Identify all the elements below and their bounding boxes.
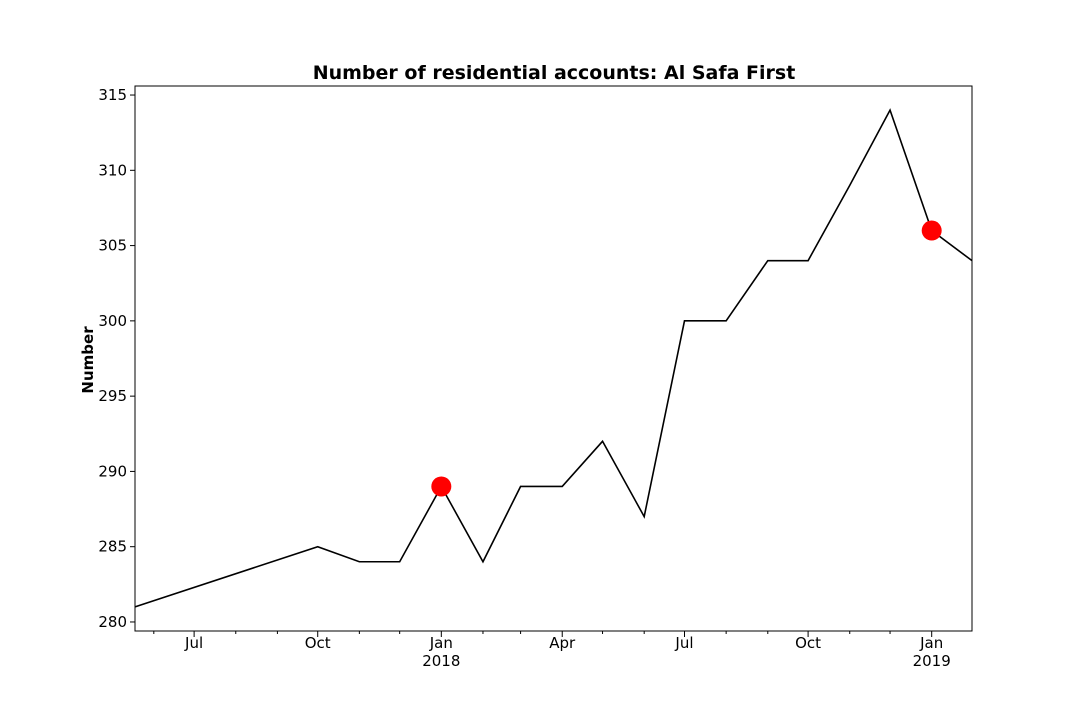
x-tick-label: Jul [184,634,203,652]
y-tick-label: 285 [98,538,127,556]
chart-title: Number of residential accounts: Al Safa … [313,62,796,84]
y-tick-label: 295 [98,387,127,405]
x-tick-label: Jul [674,634,693,652]
y-tick-label: 290 [98,462,127,480]
series-line [134,108,973,608]
y-tick-label: 300 [98,312,127,330]
y-tick-label: 315 [98,86,127,104]
y-axis: 280 285 290 295 300 305 310 315 [98,86,135,631]
x-tick-year-label: 2018 [422,652,460,670]
x-tick-label: Oct [795,634,821,652]
y-axis-label: Number [79,326,97,394]
x-tick-label: Apr [549,634,576,652]
highlight-point [921,220,942,241]
y-tick-label: 305 [98,237,127,255]
x-tick-label: Jan [429,634,453,652]
highlight-point [431,476,452,497]
x-tick-label: Jan [919,634,943,652]
x-tick-label: Oct [305,634,331,652]
y-tick-label: 310 [98,161,127,179]
plot-area [134,108,973,608]
x-tick-year-label: 2019 [913,652,951,670]
y-tick-label: 280 [98,613,127,631]
plot-frame [134,85,973,632]
